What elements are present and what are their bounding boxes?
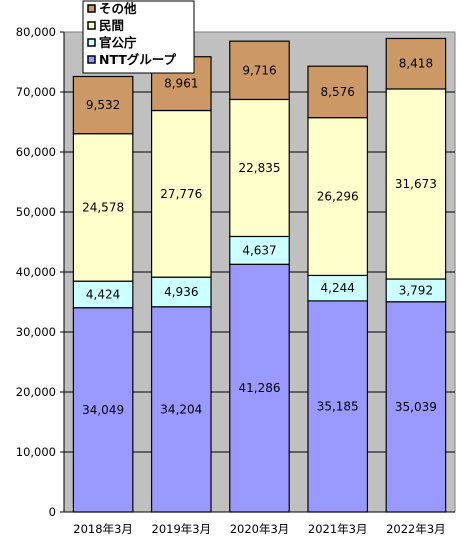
bar-segment xyxy=(229,98,290,238)
y-tick-label: 60,000 xyxy=(16,145,56,159)
y-tick-label: 80,000 xyxy=(16,25,56,39)
x-tick-label: 2018年3月 xyxy=(73,522,133,536)
bar-segment xyxy=(229,263,290,513)
data-label: 27,776 xyxy=(160,187,202,201)
legend-label: 官公庁 xyxy=(99,35,137,50)
data-label: 34,049 xyxy=(82,403,124,417)
bar-segment xyxy=(72,133,134,282)
data-label: 3,792 xyxy=(399,283,433,297)
y-tick-label: 70,000 xyxy=(16,85,56,99)
bar-segment xyxy=(150,306,212,513)
bar-segment xyxy=(307,117,369,277)
data-label: 31,673 xyxy=(395,177,437,191)
data-label: 9,532 xyxy=(86,98,120,112)
x-tick-label: 2020年3月 xyxy=(230,522,290,536)
x-tick-label: 2019年3月 xyxy=(152,522,212,536)
y-tick-label: 40,000 xyxy=(16,265,56,279)
bar-segment xyxy=(72,307,134,513)
y-tick-label: 30,000 xyxy=(16,325,56,339)
data-label: 35,185 xyxy=(317,399,359,413)
legend-swatch xyxy=(87,38,96,47)
legend-box xyxy=(82,0,195,74)
data-label: 24,578 xyxy=(82,200,124,214)
bar-segment xyxy=(385,37,447,90)
bar-segment xyxy=(150,276,212,308)
legend-swatch xyxy=(87,4,96,13)
legend-swatch xyxy=(87,55,96,64)
legend-label: NTTグループ xyxy=(99,52,177,67)
y-tick-label: 10,000 xyxy=(16,445,56,459)
y-tick-label: 50,000 xyxy=(16,205,56,219)
data-label: 4,936 xyxy=(164,285,198,299)
data-label: 8,576 xyxy=(321,85,355,99)
bar-segment xyxy=(229,40,290,101)
legend-swatch xyxy=(87,21,96,30)
bars: 34,049 4,424 24,578 9,532 34,204 4,936 27,776 8… xyxy=(72,37,447,513)
bar-segment xyxy=(229,235,290,265)
y-tick-label: 0 xyxy=(49,505,56,519)
y-axis: 0 10,000 20,000 30,000 40,000 50,000 60,000 70,… xyxy=(16,25,65,519)
data-label: 4,637 xyxy=(242,243,276,257)
data-label: 26,296 xyxy=(317,190,359,204)
data-label: 35,039 xyxy=(395,400,437,414)
bar-segment xyxy=(72,280,134,309)
data-label: 4,424 xyxy=(86,287,120,301)
legend-label: 民間 xyxy=(99,18,124,33)
data-label: 8,418 xyxy=(399,57,433,71)
data-label: 4,244 xyxy=(321,281,355,295)
data-label: 8,961 xyxy=(164,77,198,91)
x-axis: 2018年3月 2019年3月 2020年3月 2021年3月 2022年3月 xyxy=(64,511,455,536)
x-tick-label: 2022年3月 xyxy=(386,522,446,536)
data-label: 41,286 xyxy=(239,381,281,395)
bar-segment xyxy=(307,65,369,119)
data-label: 9,716 xyxy=(242,63,276,77)
data-label: 22,835 xyxy=(239,161,281,175)
x-tick-label: 2021年3月 xyxy=(308,522,368,536)
data-label: 34,204 xyxy=(160,402,202,416)
bar-segment xyxy=(72,75,134,135)
y-tick-label: 20,000 xyxy=(16,385,56,399)
bar-segment xyxy=(150,109,212,278)
legend-label: その他 xyxy=(99,1,137,16)
